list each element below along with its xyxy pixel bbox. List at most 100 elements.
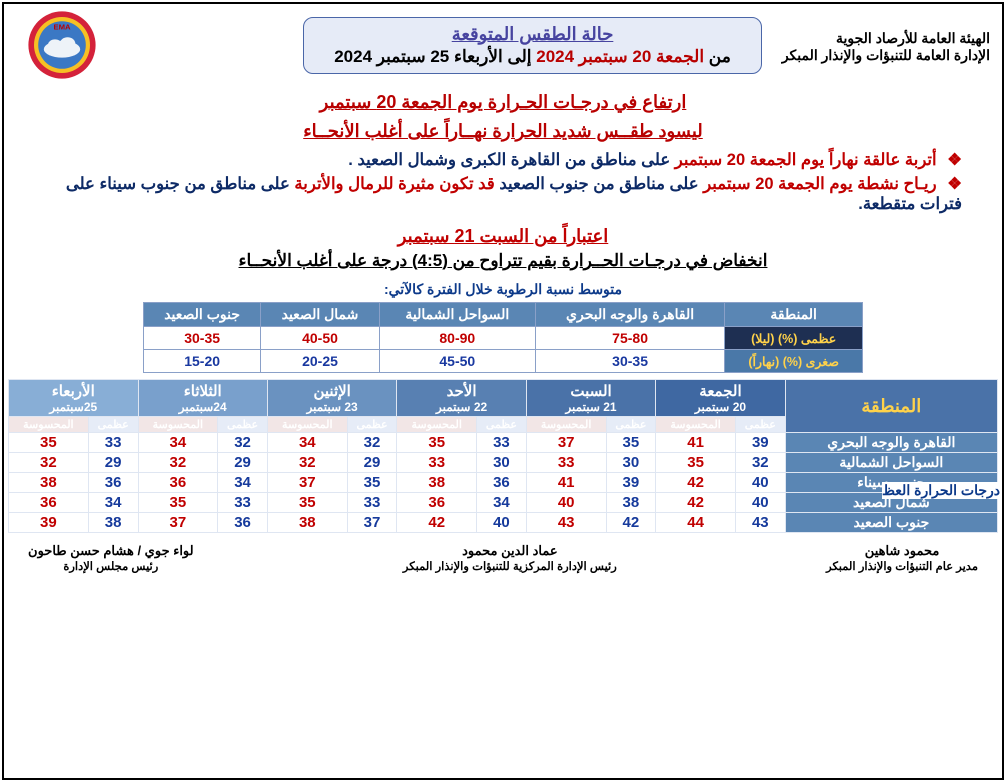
footer-center-name: عماد الدين محمود — [403, 543, 617, 559]
temp-max-value: 33 — [477, 433, 527, 453]
temp-max-value: 39 — [735, 433, 785, 453]
footer-right: محمود شاهين مدير عام التنبؤات والإنذار ا… — [826, 543, 978, 573]
humidity-table-wrap: المنطقةالقاهرة والوجه البحريالسواحل الشم… — [4, 302, 1002, 373]
temp-max-value: 33 — [218, 493, 268, 513]
temp-sub-felt: المحسوسة — [138, 417, 218, 433]
headline-1: ارتفاع في درجـات الحـرارة يوم الجمعة 20 … — [4, 92, 1002, 113]
org-line1: الهيئة العامة للأرصاد الجوية — [782, 30, 990, 47]
temp-max-value: 36 — [477, 473, 527, 493]
title-box: حالة الطقس المتوقعة من الجمعة 20 سبتمبر … — [303, 17, 762, 74]
temp-felt-value: 32 — [267, 453, 347, 473]
temp-felt-value: 35 — [267, 493, 347, 513]
temp-felt-value: 37 — [138, 513, 218, 533]
temp-felt-value: 35 — [138, 493, 218, 513]
bullet-2: ريـاح نشطة يوم الجمعة 20 سبتمبر على مناط… — [44, 174, 962, 214]
footer-left-name: لواء جوي / هشام حسن طاحون — [28, 543, 194, 559]
title-dates: من الجمعة 20 سبتمبر 2024 إلى الأربعاء 25… — [334, 47, 731, 67]
temp-max-value: 40 — [735, 473, 785, 493]
title-main: حالة الطقس المتوقعة — [334, 24, 731, 45]
humidity-header: السواحل الشمالية — [379, 303, 535, 327]
bullet-1-dark: على مناطق من القاهرة الكبرى وشمال الصعيد… — [348, 151, 670, 169]
temp-max-value: 30 — [477, 453, 527, 473]
title-mid: إلى — [503, 47, 532, 66]
temp-felt-value: 37 — [267, 473, 347, 493]
temp-sub-max: عظمى — [477, 417, 527, 433]
temp-max-value: 29 — [347, 453, 397, 473]
section2: اعتباراً من السبت 21 سبتمبر انخفاض في در… — [4, 226, 1002, 271]
temp-sub-felt: المحسوسة — [656, 417, 736, 433]
bullet-1-red: أتربة عالقة نهاراً يوم الجمعة 20 سبتمبر — [675, 151, 937, 169]
header-row: EMA حالة الطقس المتوقعة من الجمعة 20 سبت… — [4, 4, 1002, 84]
temp-max-value: 43 — [735, 513, 785, 533]
footer-left-title: رئيس مجلس الإدارة — [28, 559, 194, 573]
humidity-header: المنطقة — [725, 303, 863, 327]
temp-felt-value: 32 — [138, 453, 218, 473]
temp-max-value: 29 — [218, 453, 268, 473]
temp-max-value: 34 — [88, 493, 138, 513]
max-temp-sidelabel: درجات الحرارة العظ — [882, 482, 1000, 499]
footer-center: عماد الدين محمود رئيس الإدارة المركزية ل… — [403, 543, 617, 573]
humidity-value: 30-35 — [144, 327, 261, 350]
temp-max-value: 40 — [477, 513, 527, 533]
humidity-header: القاهرة والوجه البحري — [535, 303, 725, 327]
temp-day-header: الأربعاء25سبتمبر — [9, 380, 139, 417]
temp-felt-value: 36 — [9, 493, 89, 513]
bullet-1: أتربة عالقة نهاراً يوم الجمعة 20 سبتمبر … — [44, 150, 962, 170]
temp-max-value: 38 — [606, 493, 656, 513]
temp-day-header: الإثنين23 سبتمبر — [267, 380, 396, 417]
headline-2: ليسود طقــس شديد الحرارة نهــاراً على أغ… — [4, 121, 1002, 142]
temp-max-value: 38 — [88, 513, 138, 533]
temp-sub-felt: المحسوسة — [267, 417, 347, 433]
temp-sub-felt: المحسوسة — [397, 417, 477, 433]
temp-max-value: 30 — [606, 453, 656, 473]
footer-right-title: مدير عام التنبؤات والإنذار المبكر — [826, 559, 978, 573]
temp-region-header: المنطقة — [785, 380, 997, 433]
temp-max-value: 29 — [88, 453, 138, 473]
temp-max-value: 40 — [735, 493, 785, 513]
temp-felt-value: 33 — [526, 453, 606, 473]
humidity-value: 80-90 — [379, 327, 535, 350]
temp-max-value: 36 — [218, 513, 268, 533]
temp-felt-value: 41 — [526, 473, 606, 493]
temp-felt-value: 44 — [656, 513, 736, 533]
temp-felt-value: 38 — [397, 473, 477, 493]
footer-center-title: رئيس الإدارة المركزية للتنبؤات والإنذار … — [403, 559, 617, 573]
temp-max-value: 32 — [347, 433, 397, 453]
humidity-value: 75-80 — [535, 327, 725, 350]
humidity-table: المنطقةالقاهرة والوجه البحريالسواحل الشم… — [143, 302, 863, 373]
svg-text:EMA: EMA — [53, 23, 71, 32]
temp-felt-value: 38 — [267, 513, 347, 533]
humidity-value: 30-35 — [535, 350, 725, 373]
temp-felt-value: 32 — [9, 453, 89, 473]
temp-sub-max: عظمى — [735, 417, 785, 433]
temp-sub-max: عظمى — [347, 417, 397, 433]
temp-sub-felt: المحسوسة — [9, 417, 89, 433]
drop-line: انخفاض في درجـات الحــرارة بقيم تتراوح م… — [4, 251, 1002, 271]
temp-day-header: الثلاثاء24سبتمبر — [138, 380, 267, 417]
bullet-2-dark1: على مناطق من جنوب الصعيد — [495, 175, 699, 193]
temp-table-wrap: المنطقةالجمعة20 سبتمبرالسبت21 سبتمبرالأح… — [8, 379, 998, 533]
org-line2: الإدارة العامة للتنبؤات والإنذار المبكر — [782, 47, 990, 64]
bullet-2-red2: قد تكون مثيرة للرمال والأتربة — [294, 175, 494, 193]
bullet-list: أتربة عالقة نهاراً يوم الجمعة 20 سبتمبر … — [4, 144, 1002, 220]
weather-bulletin-page: EMA حالة الطقس المتوقعة من الجمعة 20 سبت… — [2, 2, 1004, 780]
temp-region-name: جنوب الصعيد — [785, 513, 997, 533]
temp-max-value: 42 — [606, 513, 656, 533]
sat-title: اعتباراً من السبت 21 سبتمبر — [4, 226, 1002, 247]
humidity-header: جنوب الصعيد — [144, 303, 261, 327]
humidity-header: شمال الصعيد — [261, 303, 380, 327]
humidity-row-label: عظمى (%) (ليلا) — [725, 327, 863, 350]
temp-felt-value: 35 — [656, 453, 736, 473]
temp-felt-value: 42 — [397, 513, 477, 533]
temp-max-value: 34 — [218, 473, 268, 493]
temp-max-value: 36 — [88, 473, 138, 493]
temp-sub-max: عظمى — [88, 417, 138, 433]
org-block: الهيئة العامة للأرصاد الجوية الإدارة الع… — [782, 26, 990, 64]
temp-max-value: 35 — [606, 433, 656, 453]
temp-day-header: الجمعة20 سبتمبر — [656, 380, 785, 417]
temp-felt-value: 43 — [526, 513, 606, 533]
humidity-value: 40-50 — [261, 327, 380, 350]
temp-felt-value: 35 — [397, 433, 477, 453]
temp-felt-value: 36 — [397, 493, 477, 513]
temp-max-value: 39 — [606, 473, 656, 493]
